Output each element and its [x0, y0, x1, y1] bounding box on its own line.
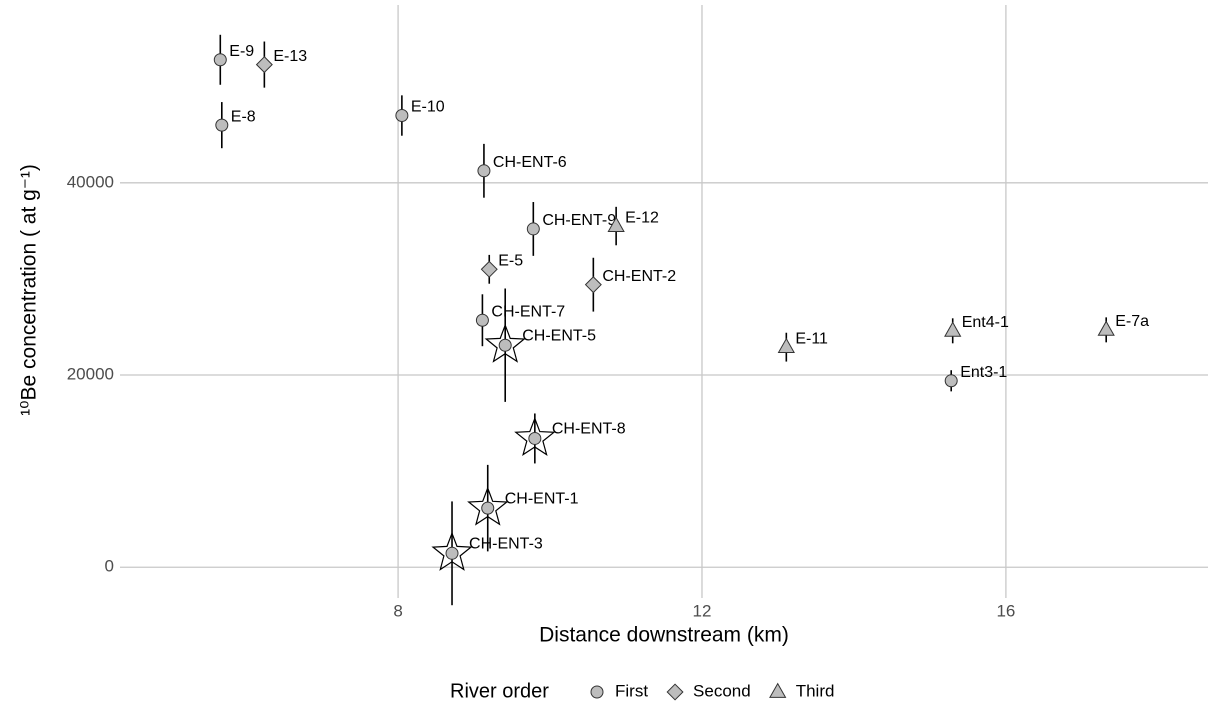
- point: [1097, 320, 1115, 336]
- point: [777, 337, 795, 354]
- point: [477, 164, 491, 178]
- point-label: E-11: [795, 330, 828, 347]
- legend-label: First: [615, 681, 648, 700]
- legend-marker: [590, 685, 604, 699]
- point-label: CH-ENT-3: [469, 536, 543, 553]
- point-label: CH-ENT-5: [522, 327, 596, 344]
- point-label: E-12: [625, 209, 659, 226]
- point: [445, 546, 459, 560]
- point-label: CH-ENT-8: [552, 421, 626, 438]
- point-label: CH-ENT-7: [491, 303, 565, 320]
- point: [255, 56, 273, 74]
- point-label: E-13: [273, 48, 307, 65]
- point: [480, 260, 498, 278]
- y-tick-label: 0: [105, 557, 114, 576]
- y-axis-title: ¹⁰Be concentration ( at g⁻¹): [18, 164, 41, 416]
- star-marker: [431, 531, 473, 571]
- point: [584, 276, 602, 294]
- point: [213, 53, 227, 67]
- point: [481, 501, 495, 515]
- point-label: E-9: [229, 43, 254, 60]
- point-label: E-5: [498, 253, 523, 270]
- point: [475, 313, 489, 327]
- star-marker: [484, 323, 526, 363]
- point: [528, 431, 542, 445]
- y-tick-label: 20000: [67, 365, 114, 384]
- point-label: CH-ENT-1: [505, 490, 579, 507]
- legend-label: Second: [693, 681, 751, 700]
- star-marker: [467, 486, 509, 526]
- point: [607, 216, 625, 232]
- point-label: CH-ENT-9: [542, 212, 616, 229]
- point-label: E-8: [231, 108, 256, 125]
- point-label: CH-ENT-2: [602, 268, 676, 285]
- legend-title: River order: [450, 680, 549, 702]
- point: [395, 109, 409, 123]
- point-label: Ent3-1: [960, 364, 1007, 381]
- point: [944, 374, 958, 388]
- x-tick-label: 12: [693, 601, 712, 620]
- point: [944, 321, 962, 337]
- point: [215, 118, 229, 132]
- legend-marker: [666, 683, 684, 701]
- y-tick-label: 40000: [67, 172, 114, 191]
- legend-label: Third: [796, 681, 835, 700]
- point: [526, 222, 540, 236]
- legend: River order First Second Third: [450, 680, 834, 702]
- point-label: Ent4-1: [962, 314, 1009, 331]
- point: [498, 338, 512, 352]
- x-tick-label: 16: [996, 601, 1015, 620]
- point-label: CH-ENT-6: [493, 154, 567, 171]
- x-tick-label: 8: [393, 601, 402, 620]
- point-label: E-10: [411, 99, 445, 116]
- x-axis-title: Distance downstream (km): [539, 624, 789, 647]
- legend-marker: [769, 682, 787, 698]
- star-marker: [514, 416, 556, 456]
- point-label: E-7a: [1115, 313, 1149, 330]
